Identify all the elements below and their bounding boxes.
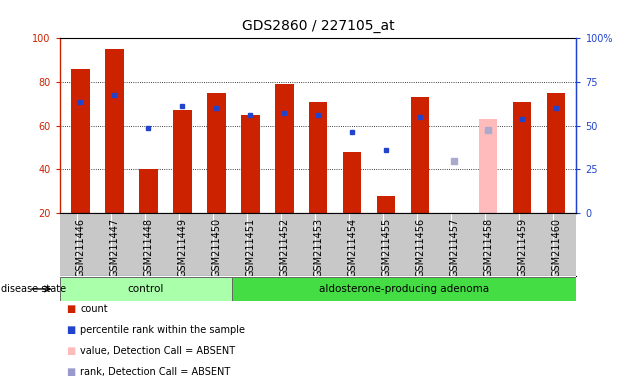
Bar bbox=[139, 169, 158, 213]
Text: rank, Detection Call = ABSENT: rank, Detection Call = ABSENT bbox=[80, 367, 230, 377]
Text: control: control bbox=[128, 284, 164, 294]
Text: GSM211455: GSM211455 bbox=[381, 218, 391, 277]
Text: GSM211458: GSM211458 bbox=[483, 218, 493, 277]
Text: ■: ■ bbox=[66, 325, 76, 335]
Text: ■: ■ bbox=[66, 346, 76, 356]
Text: GSM211449: GSM211449 bbox=[177, 218, 187, 277]
Text: ■: ■ bbox=[66, 367, 76, 377]
Text: disease state: disease state bbox=[1, 284, 66, 294]
Bar bbox=[479, 119, 498, 213]
Text: GSM211460: GSM211460 bbox=[551, 218, 561, 277]
Text: GSM211459: GSM211459 bbox=[517, 218, 527, 277]
Bar bbox=[71, 69, 89, 213]
Bar bbox=[207, 93, 226, 213]
Text: GSM211450: GSM211450 bbox=[211, 218, 221, 277]
Text: GSM211456: GSM211456 bbox=[415, 218, 425, 277]
Text: GSM211446: GSM211446 bbox=[75, 218, 85, 277]
Bar bbox=[241, 115, 260, 213]
Bar bbox=[343, 152, 362, 213]
Bar bbox=[173, 111, 192, 213]
FancyBboxPatch shape bbox=[60, 277, 232, 301]
Text: GSM211457: GSM211457 bbox=[449, 218, 459, 277]
Text: value, Detection Call = ABSENT: value, Detection Call = ABSENT bbox=[80, 346, 235, 356]
Text: count: count bbox=[80, 304, 108, 314]
Text: percentile rank within the sample: percentile rank within the sample bbox=[80, 325, 245, 335]
Text: GSM211448: GSM211448 bbox=[143, 218, 153, 277]
FancyBboxPatch shape bbox=[232, 277, 576, 301]
Bar bbox=[513, 102, 532, 213]
Bar bbox=[309, 102, 328, 213]
Text: ■: ■ bbox=[66, 304, 76, 314]
Bar bbox=[275, 84, 294, 213]
Text: GDS2860 / 227105_at: GDS2860 / 227105_at bbox=[242, 19, 394, 33]
Text: GSM211447: GSM211447 bbox=[109, 218, 119, 277]
Bar bbox=[445, 213, 464, 252]
Bar bbox=[105, 49, 123, 213]
Text: aldosterone-producing adenoma: aldosterone-producing adenoma bbox=[319, 284, 490, 294]
Text: GSM211452: GSM211452 bbox=[279, 218, 289, 277]
Text: GSM211451: GSM211451 bbox=[245, 218, 255, 277]
Text: GSM211453: GSM211453 bbox=[313, 218, 323, 277]
Bar bbox=[377, 196, 396, 213]
Text: GSM211454: GSM211454 bbox=[347, 218, 357, 277]
Bar bbox=[411, 98, 430, 213]
Bar bbox=[547, 93, 565, 213]
